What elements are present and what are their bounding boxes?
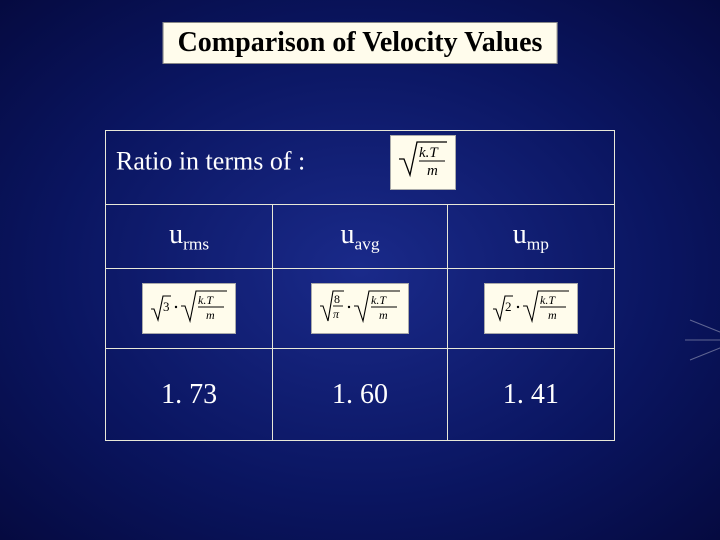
- decorative-rays: [680, 310, 720, 370]
- svg-text:π: π: [333, 307, 340, 321]
- header-row: urms uavg ump: [106, 205, 615, 269]
- svg-text:m: m: [548, 308, 557, 322]
- ratio-row: Ratio in terms of : k.T m: [106, 131, 615, 205]
- svg-text:8: 8: [334, 292, 340, 306]
- svg-text:m: m: [379, 308, 388, 322]
- formula-mp: 2 k.T m: [447, 269, 614, 349]
- svg-text:3: 3: [163, 299, 170, 314]
- col-header-mp: ump: [447, 205, 614, 269]
- value-rms: 1. 73: [106, 349, 273, 441]
- ratio-label: Ratio in terms of :: [116, 146, 305, 175]
- velocity-table: Ratio in terms of : k.T m urms uavg ump: [105, 130, 615, 441]
- svg-text:2: 2: [505, 299, 512, 314]
- svg-text:m: m: [206, 308, 215, 322]
- col-header-rms: urms: [106, 205, 273, 269]
- svg-text:m: m: [427, 163, 438, 179]
- col-header-avg: uavg: [273, 205, 447, 269]
- slide-title: Comparison of Velocity Values: [163, 22, 558, 64]
- value-mp: 1. 41: [447, 349, 614, 441]
- value-row: 1. 73 1. 60 1. 41: [106, 349, 615, 441]
- svg-text:k.T: k.T: [198, 293, 214, 307]
- formula-avg: 8 π k.T m: [273, 269, 447, 349]
- formula-rms: 3 k.T m: [106, 269, 273, 349]
- svg-text:k.T: k.T: [419, 145, 439, 161]
- value-avg: 1. 60: [273, 349, 447, 441]
- ratio-formula: k.T m: [390, 135, 456, 190]
- svg-text:k.T: k.T: [540, 293, 556, 307]
- formula-row: 3 k.T m 8 π k.T: [106, 269, 615, 349]
- svg-text:k.T: k.T: [371, 293, 387, 307]
